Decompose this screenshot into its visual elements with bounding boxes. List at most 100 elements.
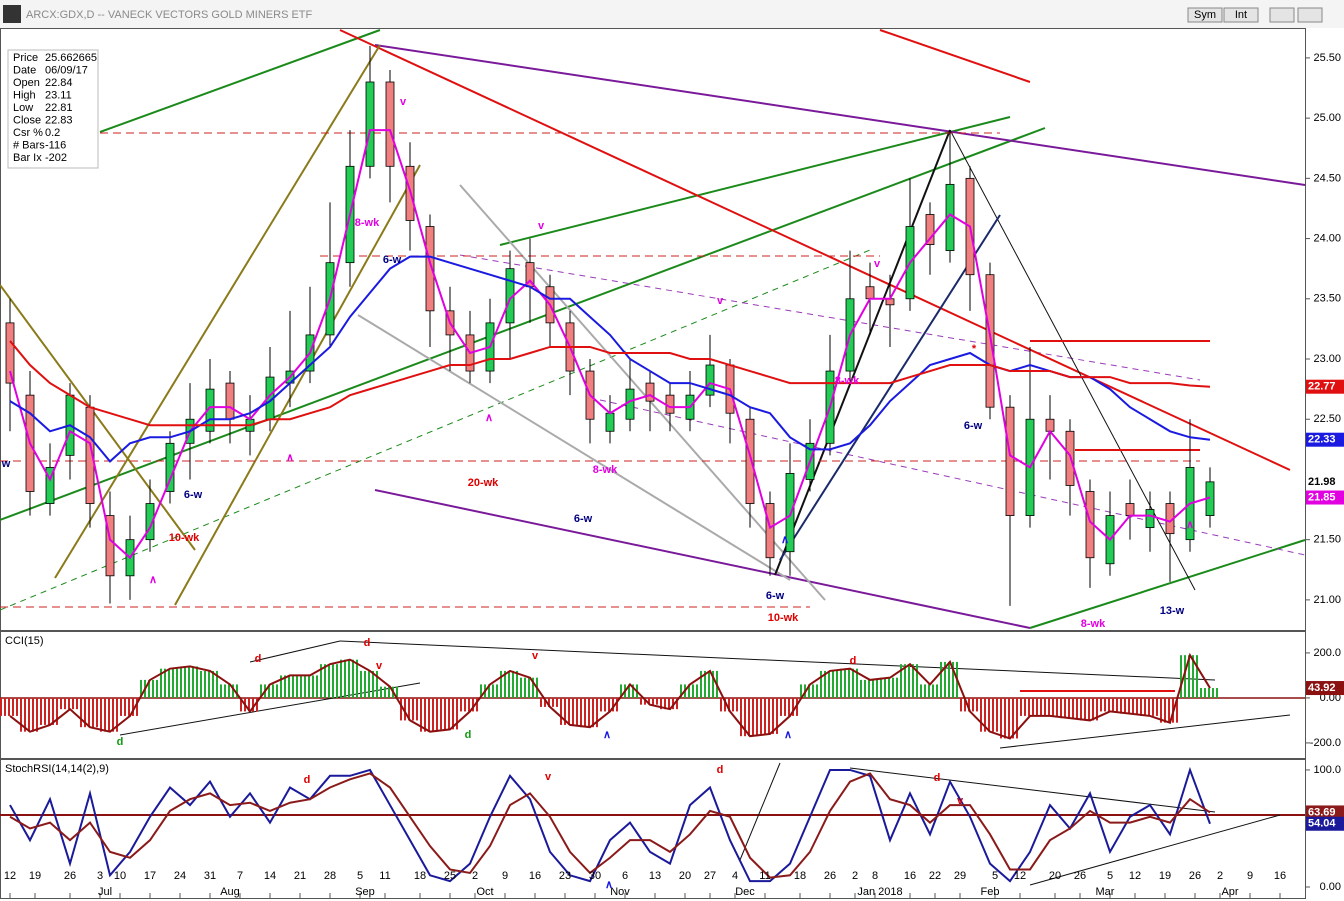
annotation: d (934, 772, 941, 784)
min-button[interactable] (1269, 7, 1295, 23)
info-value: -116 (45, 139, 66, 151)
x-tick-label: 19 (1159, 870, 1171, 882)
annotation: 6-w (964, 420, 983, 432)
x-tick-label: 3 (97, 870, 103, 882)
x-tick-label: 8 (872, 870, 878, 882)
candle-body (1125, 503, 1135, 516)
cci-bar (680, 684, 700, 698)
info-key: High (13, 89, 36, 101)
candle-body (625, 388, 635, 420)
x-tick-label: 16 (904, 870, 916, 882)
candle-body (865, 286, 875, 300)
info-value: -202 (45, 152, 67, 164)
cci-bar (0, 697, 20, 716)
info-value: 23.11 (45, 89, 72, 101)
y-tick-label: 23.00 (1313, 353, 1341, 365)
cci-bar (20, 697, 40, 732)
x-tick-label: 20 (679, 870, 691, 882)
y-tick-label: -200.0 (1310, 737, 1341, 749)
cci-bar (360, 670, 380, 698)
cci-bar (520, 677, 540, 698)
candle-body (785, 473, 795, 553)
candle-body (765, 503, 775, 559)
x-tick-label: 18 (794, 870, 806, 882)
int-button[interactable] (1223, 7, 1259, 23)
x-tick-label: 2 (472, 870, 478, 882)
x-tick-label: 28 (324, 870, 336, 882)
month-label: Dec (735, 886, 755, 898)
candle-body (425, 226, 435, 312)
x-tick-label: 12 (4, 870, 16, 882)
series-line (9, 766, 1211, 883)
last-value-box (1306, 432, 1344, 447)
month-label: Mar (1096, 886, 1115, 898)
last-value-box (1306, 681, 1344, 696)
annotation: d (850, 655, 857, 667)
y-tick-label: 200.0 (1313, 647, 1341, 659)
max-button[interactable] (1297, 7, 1323, 23)
sym-label[interactable]: Sym (1194, 9, 1216, 21)
x-tick-label: 23 (559, 870, 571, 882)
month-label: Nov (610, 886, 630, 898)
annotation: ∧ (485, 412, 493, 424)
x-tick-label: 30 (589, 870, 601, 882)
month-label: Jul (98, 886, 112, 898)
x-tick-label: 26 (64, 870, 76, 882)
sym-button[interactable] (1187, 7, 1223, 23)
cci-bar (460, 697, 480, 712)
cci-bar (260, 684, 280, 698)
cci-bar (1020, 697, 1040, 716)
x-tick-label: 9 (502, 870, 508, 882)
candle-body (45, 467, 55, 504)
candle-body (745, 418, 755, 504)
x-tick-label: 2 (852, 870, 858, 882)
annotation: 6-w (383, 254, 402, 266)
cci-bar (840, 668, 860, 698)
last-value-box (1306, 816, 1344, 831)
last-value-label: 54.04 (1308, 818, 1336, 830)
cci-bar (860, 679, 880, 698)
x-tick-label: 29 (954, 870, 966, 882)
last-value-label: 22.77 (1308, 381, 1336, 393)
cci-bar (500, 670, 520, 698)
cci-bar (700, 670, 720, 698)
x-tick-label: 12 (1129, 870, 1141, 882)
cci-bar (760, 697, 780, 734)
annotation: 10-wk (768, 612, 799, 624)
x-tick-label: 5 (1107, 870, 1113, 882)
cci-bar (380, 686, 400, 698)
annotation: * (972, 343, 977, 355)
annotation: v (874, 258, 881, 270)
annotation: ∧ (781, 534, 789, 546)
last-value-box (1306, 490, 1344, 505)
last-value-box (1306, 805, 1344, 820)
x-tick-label: 22 (929, 870, 941, 882)
cci-bar (160, 668, 180, 698)
annotation: 8-wk (593, 464, 618, 476)
app-icon (3, 5, 21, 23)
series-line (9, 129, 1211, 560)
annotation: v (538, 220, 545, 232)
cci-bar (60, 697, 80, 710)
candle-body (225, 382, 235, 420)
x-tick-label: 31 (204, 870, 216, 882)
cci-bar (40, 697, 60, 725)
cci-bar (600, 697, 620, 712)
info-key: Price (13, 52, 38, 64)
annotation: v (532, 650, 539, 662)
int-label[interactable]: Int (1235, 9, 1247, 21)
cci-bar (1100, 697, 1120, 712)
info-box (7, 49, 99, 169)
annotation: ∧ (603, 729, 611, 741)
annotation: v (376, 660, 383, 672)
cci-bar (980, 697, 1000, 732)
annotation: 6-w (184, 489, 203, 501)
y-tick-label: 23.50 (1313, 293, 1341, 305)
candle-body (205, 388, 215, 432)
annotation: 10-wk (169, 532, 200, 544)
info-value: 22.83 (45, 114, 73, 126)
panel-title: CCI(15) (5, 635, 44, 647)
x-tick-label: 18 (414, 870, 426, 882)
annotation: v (717, 295, 724, 307)
cci-bar (1080, 697, 1100, 721)
